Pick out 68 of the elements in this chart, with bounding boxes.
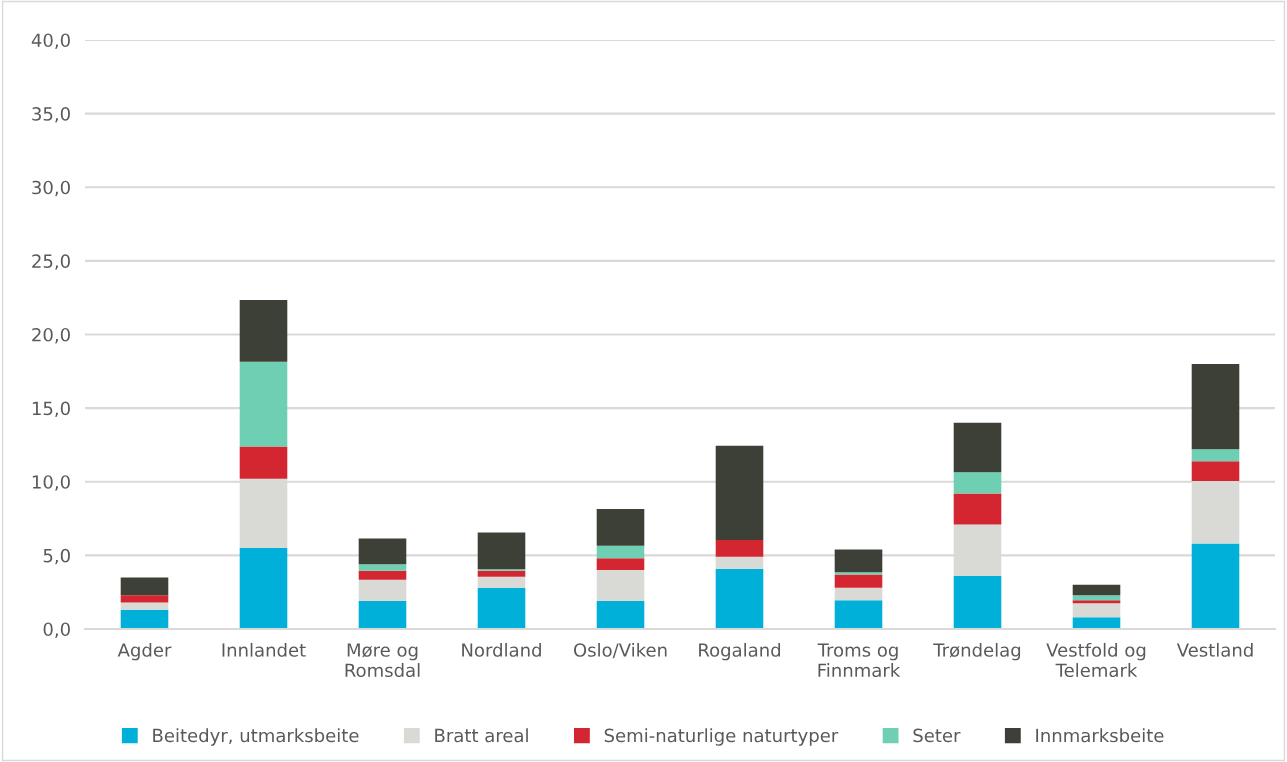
bar xyxy=(1191,461,1240,482)
bar xyxy=(358,538,407,565)
y-tick-label: 10,0 xyxy=(32,475,70,491)
bar xyxy=(477,576,526,588)
bar xyxy=(1191,363,1240,450)
bar xyxy=(596,508,645,546)
y-tick-label: 15,0 xyxy=(32,401,70,418)
bar xyxy=(1072,595,1121,601)
bar xyxy=(715,539,764,557)
legend-label: Beitedyr, utmarksbeite xyxy=(153,728,359,746)
x-tick-label: Vestfold og Telemark xyxy=(1046,642,1146,678)
bar xyxy=(358,564,407,571)
bar xyxy=(834,574,883,588)
y-tick-label: 5,0 xyxy=(43,548,70,565)
bar xyxy=(834,572,883,575)
bar xyxy=(1191,543,1240,629)
x-tick-label: Innlandet xyxy=(222,642,306,657)
bar xyxy=(1072,617,1121,629)
bar xyxy=(120,595,169,603)
legend-label: Innmarksbeite xyxy=(1036,728,1164,743)
x-tick-label: Agder xyxy=(117,642,172,661)
bar xyxy=(239,446,288,479)
bar xyxy=(596,601,645,629)
bar xyxy=(477,532,526,570)
bar xyxy=(120,602,169,610)
bar xyxy=(358,570,407,580)
bar xyxy=(477,570,526,577)
bar xyxy=(596,545,645,559)
x-tick-label: Rogaland xyxy=(699,642,780,661)
bar xyxy=(1191,449,1240,462)
legend-label: Bratt areal xyxy=(435,728,528,743)
bar xyxy=(1072,584,1121,596)
y-tick-label: 0,0 xyxy=(43,622,70,638)
bar xyxy=(596,570,645,602)
bar xyxy=(834,600,883,629)
legend-label: Semi-naturlige naturtyper xyxy=(604,728,839,746)
bar xyxy=(239,548,288,629)
bar xyxy=(477,587,526,629)
bar xyxy=(239,299,288,362)
bar xyxy=(120,577,169,596)
y-tick-label: 30,0 xyxy=(32,180,70,197)
bar xyxy=(953,422,1002,473)
x-tick-label: Troms og Finnmark xyxy=(817,643,901,678)
bar xyxy=(1072,603,1121,618)
x-tick-label: Trøndelag xyxy=(933,642,1021,661)
y-tick-label: 25,0 xyxy=(32,254,70,270)
bar xyxy=(715,556,764,569)
bar xyxy=(715,445,764,540)
bar xyxy=(358,601,407,629)
x-tick-label: Møre og Romsdal xyxy=(345,643,420,678)
bar xyxy=(358,579,407,602)
x-tick-label: Nordland xyxy=(462,642,541,657)
bar xyxy=(1072,600,1121,604)
y-tick-label: 40,0 xyxy=(31,33,70,49)
bar xyxy=(953,575,1002,629)
bar xyxy=(834,549,883,573)
bar xyxy=(715,568,764,629)
bar xyxy=(834,587,883,601)
bar xyxy=(239,361,288,447)
bar xyxy=(953,493,1002,525)
bar xyxy=(120,609,169,629)
bar xyxy=(596,558,645,571)
x-tick-label: Vestland xyxy=(1176,642,1253,657)
y-tick-label: 35,0 xyxy=(32,107,70,123)
y-tick-label: 20,0 xyxy=(32,327,70,344)
legend-label: Seter xyxy=(913,728,961,743)
x-tick-label: Oslo/Viken xyxy=(573,642,667,659)
bar xyxy=(953,472,1002,494)
